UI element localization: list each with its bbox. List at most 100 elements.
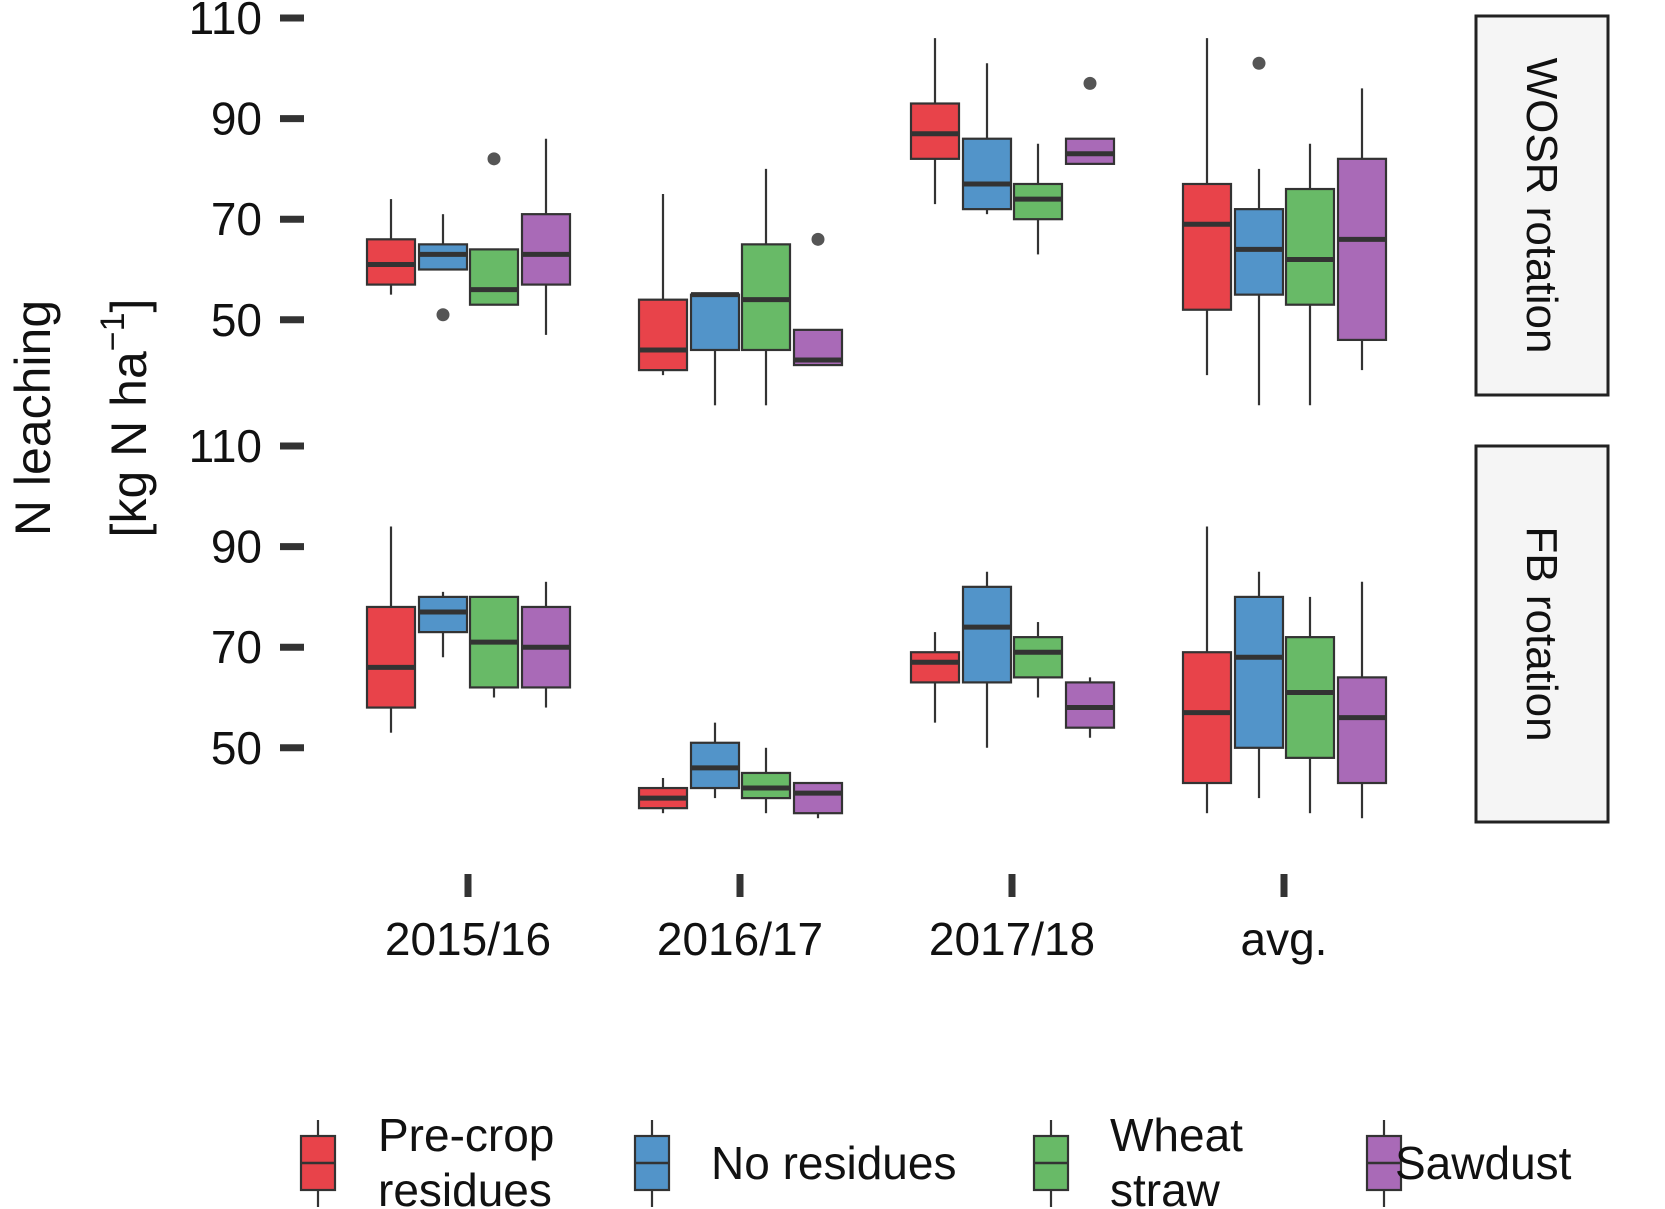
y-axis-title-line2: [kg N ha−1]: [94, 299, 157, 538]
y-tick-label: 90: [211, 521, 262, 573]
box-wheat-straw: [468, 152, 520, 306]
outlier-point: [811, 232, 825, 246]
box-no-residues: [1233, 56, 1285, 406]
box-sawdust: [1336, 581, 1388, 819]
box-wheat-straw: [740, 747, 792, 814]
box-group-avg: [1181, 526, 1388, 819]
box-iqr: [689, 741, 741, 790]
box-wheat-straw: [1012, 622, 1064, 698]
box-no-residues: [689, 292, 741, 406]
box-group-2015-16: [365, 526, 572, 733]
y-tick-label: 110: [189, 0, 262, 44]
box-sawdust: [1064, 76, 1116, 165]
box-wheat-straw: [1284, 596, 1336, 814]
box-iqr: [520, 213, 572, 286]
box-group-2015-16: [365, 138, 572, 335]
y-tick-label: 70: [211, 193, 262, 245]
box-group-2017-18: [909, 571, 1116, 748]
box-no-residues: [961, 571, 1013, 748]
box-iqr: [909, 102, 961, 160]
y-tick-label: 50: [211, 722, 262, 774]
box-no-residues: [961, 63, 1013, 215]
box-group-2016-17: [637, 722, 844, 819]
x-axis: 2015/16 2016/17 2017/18 avg.: [385, 874, 1328, 965]
box-no-residues: [417, 214, 469, 322]
box-iqr: [1284, 636, 1336, 759]
facet-strip: [1474, 14, 1610, 397]
panel-wosr-rotation: 50 70 90 110 WOSR rotation: [189, 0, 1610, 406]
y-axis-title-exponent: −1: [94, 312, 132, 351]
panel-fb-rotation: 50 70 90 110 FB rotation: [189, 420, 1610, 824]
box-wheat-straw: [740, 168, 792, 406]
x-tick-label-avg: avg.: [1241, 913, 1328, 965]
y-axis-title-suffix: ]: [101, 299, 157, 313]
legend-label: No residues: [711, 1137, 956, 1189]
legend-label-line: straw: [1110, 1164, 1221, 1209]
box-pre-crop-residues: [909, 38, 961, 205]
box-pre-crop-residues: [365, 199, 417, 295]
box-sawdust: [1336, 88, 1388, 371]
outlier-point: [487, 152, 501, 166]
box-pre-crop-residues: [1181, 38, 1233, 376]
legend-label-line: Pre-crop: [378, 1109, 554, 1161]
box-iqr: [740, 243, 792, 352]
facet-strip-label: FB rotation: [1517, 526, 1566, 741]
y-tick-label: 70: [211, 621, 262, 673]
box-iqr: [1012, 636, 1064, 679]
box-no-residues: [417, 591, 469, 658]
box-iqr: [961, 585, 1013, 684]
outlier-point: [1252, 56, 1266, 70]
box-iqr: [689, 293, 741, 352]
outlier-point: [1083, 76, 1097, 90]
box-sawdust: [792, 781, 844, 819]
y-tick-label: 110: [189, 420, 262, 472]
y-tick-label: 50: [211, 294, 262, 346]
box-iqr: [365, 605, 417, 709]
x-tick-label-2017-18: 2017/18: [929, 913, 1095, 965]
box-no-residues: [1233, 571, 1285, 799]
y-axis-title: N leaching [kg N ha−1]: [5, 299, 157, 538]
box-iqr: [909, 651, 961, 684]
box-iqr: [468, 248, 520, 306]
legend-label: Sawdust: [1395, 1137, 1572, 1189]
box-group-avg: [1181, 38, 1388, 406]
legend-item-sawdust: Sawdust: [1365, 1120, 1572, 1207]
x-tick-label-2015-16: 2015/16: [385, 913, 551, 965]
box-iqr: [1284, 187, 1336, 306]
box-sawdust: [1064, 677, 1116, 738]
y-tick-label: 90: [211, 93, 262, 145]
facet-strip: [1474, 444, 1610, 824]
box-iqr: [1012, 182, 1064, 221]
box-iqr: [1233, 208, 1285, 296]
box-group-2016-17: [637, 168, 844, 406]
box-iqr: [637, 298, 689, 372]
box-wheat-straw: [1284, 143, 1336, 406]
box-pre-crop-residues: [637, 777, 689, 814]
y-axis-title-prefix: [kg N ha: [101, 351, 157, 537]
box-sawdust: [520, 581, 572, 708]
y-axis-title-line1: N leaching: [5, 300, 61, 536]
box-iqr: [1064, 137, 1116, 165]
legend-label-line: Wheat: [1110, 1109, 1243, 1161]
box-iqr: [1233, 595, 1285, 749]
box-no-residues: [689, 722, 741, 799]
box-wheat-straw: [1012, 143, 1064, 255]
box-iqr: [1336, 676, 1388, 785]
box-pre-crop-residues: [1181, 526, 1233, 814]
legend-item-no-residues: No residues: [633, 1120, 956, 1207]
box-iqr: [417, 243, 469, 271]
chart-panels: 50 70 90 110 WOSR rotation 50 70 90 110 FB rotati…: [189, 0, 1610, 824]
facet-strip-label: WOSR rotation: [1517, 58, 1566, 354]
box-pre-crop-residues: [637, 194, 689, 376]
box-wheat-straw: [468, 595, 520, 698]
box-iqr: [1181, 182, 1233, 311]
outlier-point: [436, 308, 450, 322]
box-iqr: [417, 595, 469, 634]
box-iqr: [1064, 681, 1116, 729]
box-sawdust: [792, 232, 844, 367]
box-iqr: [365, 238, 417, 286]
box-iqr: [1181, 651, 1233, 785]
box-iqr: [740, 771, 792, 800]
